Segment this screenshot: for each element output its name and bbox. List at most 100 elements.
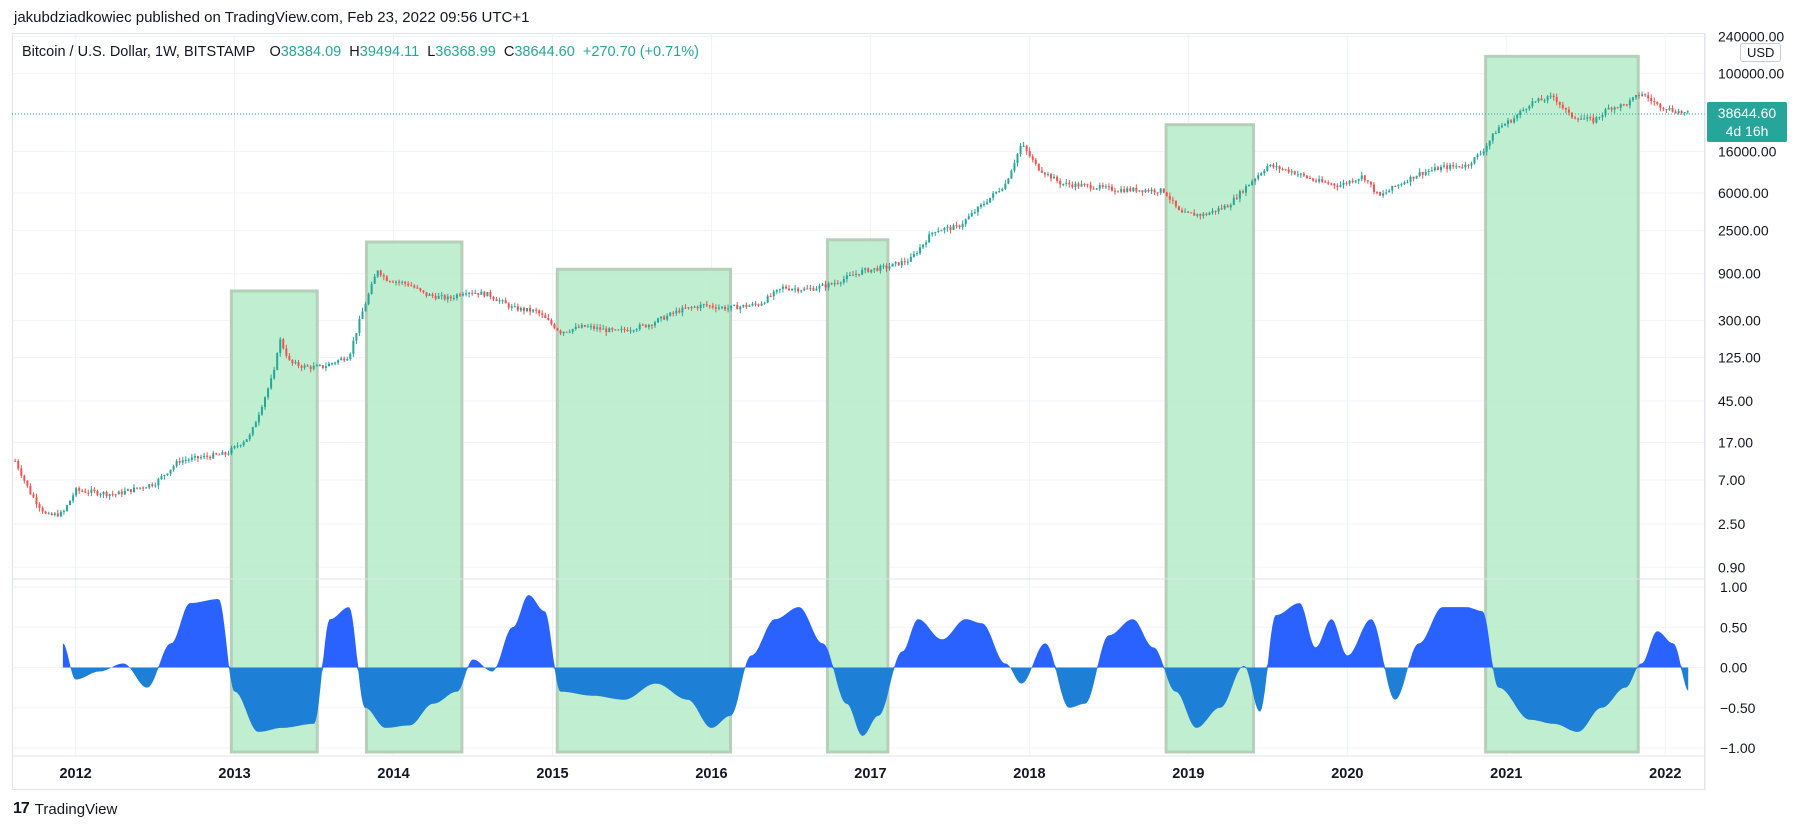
candle-body <box>1443 165 1446 167</box>
candle-body <box>635 329 638 331</box>
candle-body <box>1071 184 1074 188</box>
candle-body <box>120 491 123 495</box>
candle-body <box>976 206 979 213</box>
candle-body <box>754 303 757 305</box>
price-tick-label: 900.00 <box>1718 266 1761 282</box>
candle-body <box>1193 212 1196 216</box>
candle-body <box>483 291 486 297</box>
symbol-label[interactable]: Bitcoin / U.S. Dollar, 1W, BITSTAMP <box>22 44 256 60</box>
candle-body <box>382 275 385 277</box>
candle-body <box>1339 185 1342 187</box>
candle-body <box>132 487 135 493</box>
candle-body <box>75 488 78 496</box>
candle-body <box>928 234 931 243</box>
price-axis: 240000.00 100000.00 16000.00 6000.00 2500.00… <box>1718 28 1784 575</box>
candle-body <box>882 265 885 267</box>
candle-body <box>544 315 547 318</box>
candle-body <box>571 328 574 332</box>
candle-body <box>1601 114 1604 117</box>
candle-body <box>1409 176 1412 183</box>
candle-body <box>318 365 321 367</box>
candle-body <box>736 305 739 310</box>
candle-body <box>1406 182 1409 184</box>
candle-body <box>385 276 388 282</box>
candle-body <box>605 328 608 333</box>
candle-body <box>1308 177 1311 179</box>
candle-body <box>1312 178 1315 181</box>
candle-body <box>102 492 105 495</box>
candle-body <box>742 304 745 307</box>
candle-body <box>931 232 934 235</box>
candle-body <box>1665 109 1668 111</box>
candle-body <box>315 365 318 367</box>
candle-body <box>998 190 1001 192</box>
highlight-zone <box>826 238 890 754</box>
low-value: 36368.99 <box>435 44 496 60</box>
candle-body <box>1628 100 1631 106</box>
candle-body <box>519 307 522 311</box>
osc-tick-label: 1.00 <box>1720 579 1747 595</box>
candle-body <box>1482 151 1485 154</box>
currency-button[interactable]: USD <box>1740 43 1782 62</box>
time-axis: 2012 2013 2014 2015 2016 2017 2018 2019 2020 2021… <box>59 766 1681 782</box>
candle-body <box>1305 175 1308 178</box>
candle-body <box>404 281 407 284</box>
candle-body <box>653 322 656 326</box>
candle-body <box>1150 189 1153 192</box>
candle-body <box>443 295 446 300</box>
candle-body <box>1634 95 1637 98</box>
candle-body <box>1592 117 1595 123</box>
candle-body <box>1059 180 1062 185</box>
candle-body <box>1613 107 1616 110</box>
time-tick-label: 2020 <box>1331 766 1363 782</box>
candle-body <box>148 484 151 488</box>
candle-body <box>1522 109 1525 112</box>
candle-body <box>986 202 989 204</box>
candle-body <box>1540 98 1543 101</box>
candle-body <box>647 324 650 328</box>
candle-body <box>727 308 730 310</box>
candle-body <box>62 510 65 512</box>
candle-body <box>1580 118 1583 120</box>
candle-body <box>1299 173 1302 175</box>
candle-body <box>1388 190 1391 193</box>
candle-body <box>407 283 410 286</box>
candle-body <box>20 468 23 476</box>
open-value: 38384.09 <box>280 44 342 60</box>
candle-body <box>282 339 285 349</box>
candle-body <box>1385 192 1388 194</box>
candle-body <box>775 289 778 292</box>
candle-body <box>285 348 288 356</box>
candle-body <box>1641 94 1644 97</box>
candle-body <box>111 494 114 496</box>
candle-body <box>458 294 461 296</box>
candle-body <box>565 331 568 333</box>
candle-body <box>739 306 742 310</box>
candle-body <box>474 293 477 295</box>
candle-body <box>190 457 193 460</box>
candle-body <box>1577 118 1580 120</box>
candle-body <box>1415 176 1418 179</box>
candle-body <box>602 328 605 330</box>
candle-body <box>1497 127 1500 134</box>
candle-body <box>1321 179 1324 182</box>
candle-body <box>69 500 72 506</box>
candle-body <box>142 487 145 489</box>
candle-body <box>1208 212 1211 215</box>
candle-body <box>1421 172 1424 175</box>
candle-body <box>922 244 925 248</box>
candle-body <box>1513 118 1516 123</box>
candle-body <box>151 484 154 486</box>
tradingview-branding[interactable]: 17 TradingView <box>13 800 117 818</box>
price-tick-label: 300.00 <box>1718 312 1761 328</box>
candle-body <box>1622 104 1625 106</box>
time-tick-label: 2012 <box>59 766 91 782</box>
candle-body <box>337 360 340 363</box>
candle-body <box>1251 181 1254 185</box>
candle-body <box>1016 153 1019 164</box>
candle-body <box>1004 183 1007 189</box>
candle-body <box>708 305 711 307</box>
candle-body <box>227 453 230 455</box>
candle-body <box>370 283 373 294</box>
